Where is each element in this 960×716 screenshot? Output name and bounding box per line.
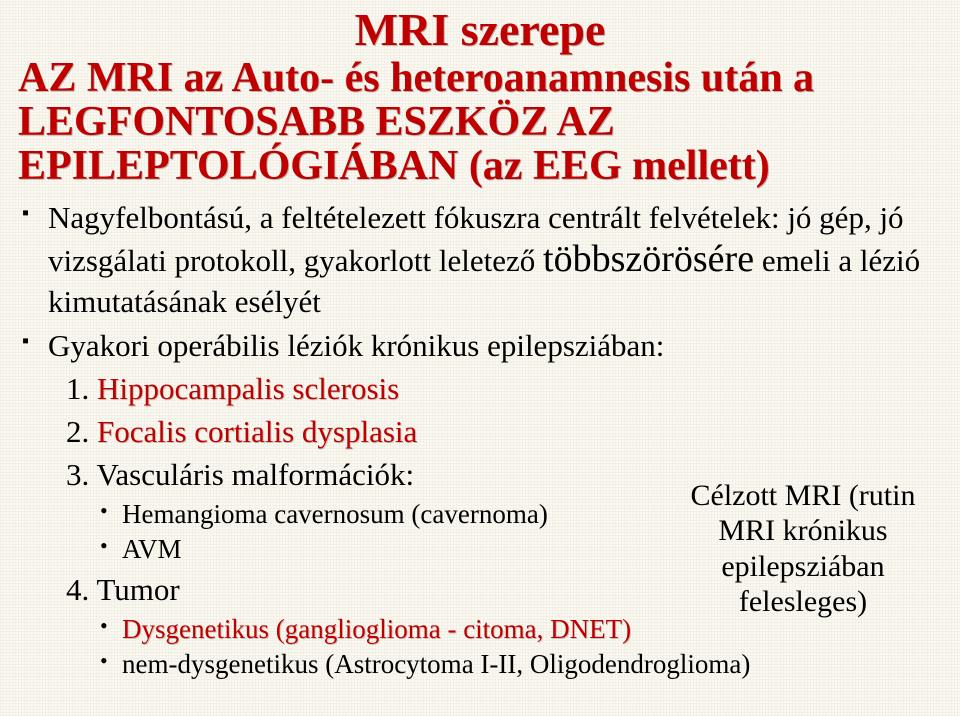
lesion-4-label: 4. Tumor <box>66 572 180 607</box>
lesion-item-2: 2. Focalis cortialis dysplasia <box>66 413 942 452</box>
main-bullet-list: Nagyfelbontású, a feltételezett fókuszra… <box>18 199 942 365</box>
lesion-1-number: 1. <box>66 371 97 406</box>
lesion-3-label: 3. Vasculáris malformációk: <box>66 457 414 492</box>
lesion-4-sublist: Dysgenetikus (ganglioglioma - citoma, DN… <box>100 612 942 682</box>
lesion-4b: nem-dysgenetikus (Astrocytoma I-II, Olig… <box>100 647 942 682</box>
lesion-item-1: 1. Hippocampalis sclerosis <box>66 370 942 409</box>
lesion-2-label: Focalis cortialis dysplasia <box>97 414 417 449</box>
lesion-1-label: Hippocampalis sclerosis <box>97 371 399 406</box>
bullet-lesions-header: Gyakori operábilis léziók krónikus epile… <box>22 327 942 365</box>
lesion-2-number: 2. <box>66 414 97 449</box>
aside-note: Célzott MRI (rutin MRI krónikus epilepsz… <box>668 478 938 620</box>
slide-subtitle: AZ MRI az Auto- és heteroanamnesis után … <box>18 56 942 188</box>
bullet-resolution: Nagyfelbontású, a feltételezett fókuszra… <box>22 199 942 321</box>
slide-title: MRI szerepe <box>18 6 942 54</box>
lesion-4a-label: Dysgenetikus (ganglioglioma - citoma, DN… <box>122 614 631 644</box>
bullet-resolution-emph: többszörösére <box>543 238 754 280</box>
slide: MRI szerepe AZ MRI az Auto- és heteroana… <box>0 0 960 716</box>
